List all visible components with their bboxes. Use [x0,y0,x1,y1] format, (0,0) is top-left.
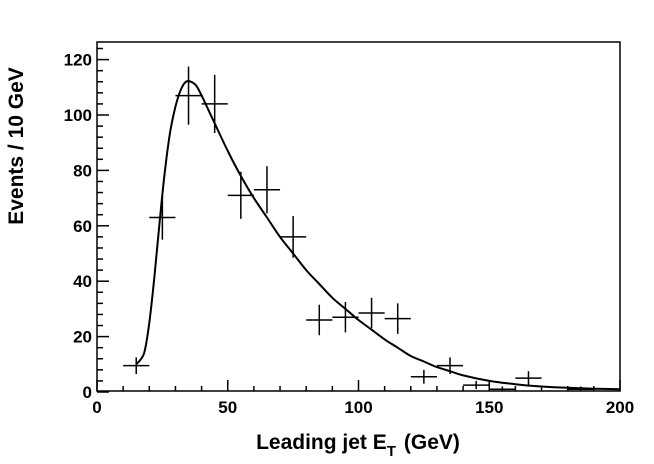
data-point [384,303,411,334]
data-point [227,171,254,219]
x-axis-title-unit: (GeV) [404,431,460,454]
x-axis-title: Leading jet ET (GeV) [256,431,460,460]
y-tick-label: 0 [83,383,92,402]
data-point [253,166,281,214]
x-axis-title-subscript: T [387,443,396,460]
data-points [123,66,594,391]
y-tick-label: 20 [73,328,92,347]
y-tick-label: 100 [64,106,92,125]
data-point [175,66,202,125]
y-tick-label: 120 [64,51,92,70]
x-tick-label: 0 [92,398,101,417]
x-tick-label: 50 [218,398,237,417]
y-tick-label: 80 [73,161,92,180]
data-point [410,369,437,384]
x-axis-title-main: Leading jet E [256,431,387,454]
x-axis-ticks: 0 50 100 150 200 [92,380,634,417]
data-point [489,386,516,391]
y-tick-label: 40 [73,272,92,291]
fit-curve [135,80,621,391]
y-tick-label: 60 [73,217,92,236]
y-axis-title: Events / 10 GeV [5,67,28,225]
y-axis-ticks: 0 20 40 60 80 100 120 [64,47,109,402]
x-tick-label: 200 [606,398,634,417]
x-tick-label: 150 [475,398,503,417]
data-point [306,304,333,336]
data-point [515,371,542,386]
plot-frame [96,41,621,392]
x-tick-label: 100 [344,398,372,417]
data-point [358,297,385,329]
data-point [463,380,490,390]
data-point [280,216,307,258]
data-point [123,357,150,374]
